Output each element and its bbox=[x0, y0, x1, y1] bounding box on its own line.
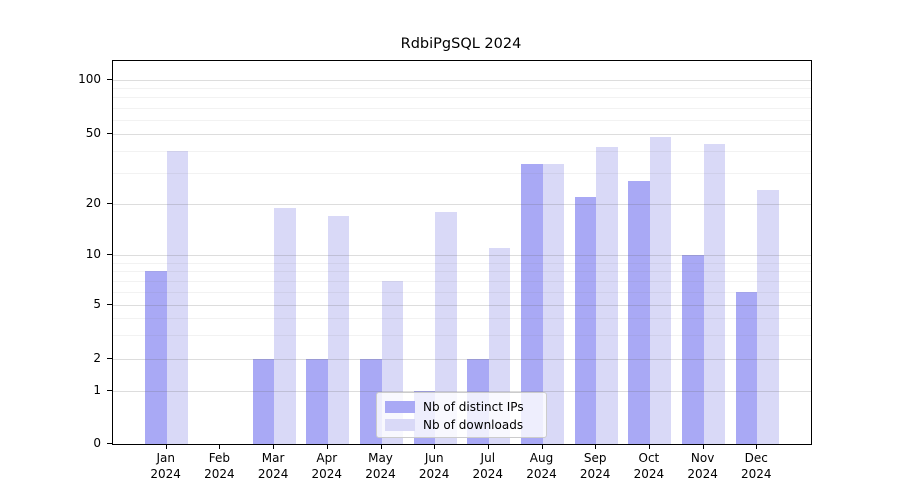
y-tick-mark bbox=[107, 203, 112, 204]
gridline-major bbox=[113, 359, 811, 360]
y-tick-label: 5 bbox=[93, 296, 101, 311]
legend-item-downloads: Nb of downloads bbox=[385, 416, 538, 434]
y-tick-label: 50 bbox=[85, 126, 101, 140]
y-tick-mark bbox=[107, 390, 112, 391]
y-tick-mark bbox=[107, 133, 112, 134]
x-tick-label-jun: Jun 2024 bbox=[418, 451, 450, 481]
gridline-major bbox=[113, 204, 811, 205]
y-tick-label: 100 bbox=[78, 72, 101, 86]
x-tick-label-jul: Jul 2024 bbox=[472, 451, 504, 481]
gridline-minor bbox=[113, 173, 811, 174]
y-tick-mark bbox=[107, 443, 112, 444]
legend: Nb of distinct IPs Nb of downloads bbox=[376, 392, 547, 438]
x-tick-mark bbox=[380, 444, 382, 449]
bar-downloads-aug bbox=[542, 163, 564, 444]
legend-swatch-downloads-icon bbox=[385, 419, 415, 431]
bar-downloads-mar bbox=[274, 207, 296, 444]
gridline-major bbox=[113, 134, 811, 135]
x-tick-mark bbox=[165, 444, 167, 449]
bar-distinct-ips-oct bbox=[628, 181, 650, 444]
x-tick-mark bbox=[487, 444, 489, 449]
bar-distinct-ips-nov bbox=[682, 255, 704, 444]
x-tick-mark bbox=[756, 444, 758, 449]
x-tick-mark bbox=[434, 444, 436, 449]
x-tick-label-apr: Apr 2024 bbox=[311, 451, 343, 481]
bar-distinct-ips-aug bbox=[521, 163, 543, 444]
x-tick-mark bbox=[648, 444, 650, 449]
plot-area bbox=[112, 60, 812, 445]
bar-downloads-oct bbox=[649, 137, 672, 444]
bar-downloads-jun bbox=[435, 211, 457, 444]
x-tick-label-jan: Jan 2024 bbox=[150, 451, 181, 481]
legend-swatch-distinct-ips-icon bbox=[385, 401, 415, 413]
grid-layer bbox=[113, 61, 811, 444]
gridline-minor bbox=[113, 119, 811, 121]
gridline-minor bbox=[113, 107, 811, 109]
gridline-minor bbox=[113, 88, 811, 90]
y-tick-label: 20 bbox=[85, 196, 101, 210]
gridline-major bbox=[113, 80, 811, 81]
legend-label-downloads: Nb of downloads bbox=[423, 418, 524, 432]
x-tick-mark bbox=[541, 444, 543, 449]
x-tick-label-may: May 2024 bbox=[365, 451, 396, 481]
gridline-minor bbox=[113, 280, 811, 282]
y-tick-mark bbox=[107, 303, 112, 305]
bar-distinct-ips-sep bbox=[574, 196, 597, 444]
x-tick-mark bbox=[702, 444, 704, 449]
x-tick-mark bbox=[273, 444, 275, 449]
bar-downloads-sep bbox=[596, 147, 618, 444]
bar-distinct-ips-mar bbox=[252, 359, 275, 444]
legend-item-distinct-ips: Nb of distinct IPs bbox=[385, 398, 538, 416]
y-tick-mark bbox=[107, 254, 112, 255]
chart-title: RdbiPgSQL 2024 bbox=[400, 36, 522, 52]
gridline-minor bbox=[113, 270, 811, 272]
x-tick-mark bbox=[326, 444, 328, 449]
y-tick-label: 2 bbox=[93, 351, 101, 365]
x-tick-label-feb: Feb 2024 bbox=[204, 451, 235, 481]
gridline-minor bbox=[113, 262, 811, 264]
bar-downloads-jan bbox=[166, 151, 189, 444]
x-tick-label-dec: Dec 2024 bbox=[741, 451, 772, 481]
y-tick-mark bbox=[107, 79, 112, 80]
gridline-minor bbox=[113, 291, 811, 293]
bar-distinct-ips-jan bbox=[145, 270, 167, 444]
x-tick-mark bbox=[219, 444, 221, 449]
x-tick-label-aug: Aug 2024 bbox=[526, 451, 557, 481]
y-tick-mark bbox=[107, 358, 112, 359]
bar-distinct-ips-apr bbox=[306, 359, 328, 444]
y-tick-label: 0 bbox=[93, 436, 101, 450]
bar-downloads-dec bbox=[757, 190, 779, 444]
y-tick-label: 1 bbox=[93, 383, 101, 397]
x-tick-label-sep: Sep 2024 bbox=[579, 451, 611, 481]
gridline-major bbox=[113, 255, 811, 256]
x-tick-label-mar: Mar 2024 bbox=[257, 451, 289, 481]
y-tick-label: 10 bbox=[85, 247, 101, 261]
x-tick-label-nov: Nov 2024 bbox=[687, 451, 718, 481]
bar-downloads-nov bbox=[703, 143, 726, 444]
legend-label-distinct-ips: Nb of distinct IPs bbox=[423, 400, 524, 414]
bar-downloads-apr bbox=[327, 216, 350, 444]
gridline-minor bbox=[113, 317, 811, 319]
gridline-major bbox=[113, 304, 811, 306]
bar-distinct-ips-dec bbox=[735, 291, 758, 444]
x-tick-label-oct: Oct 2024 bbox=[633, 451, 665, 481]
x-tick-mark bbox=[595, 444, 597, 449]
gridline-minor bbox=[113, 151, 811, 152]
gridline-minor bbox=[113, 97, 811, 99]
gridline-minor bbox=[113, 334, 811, 336]
